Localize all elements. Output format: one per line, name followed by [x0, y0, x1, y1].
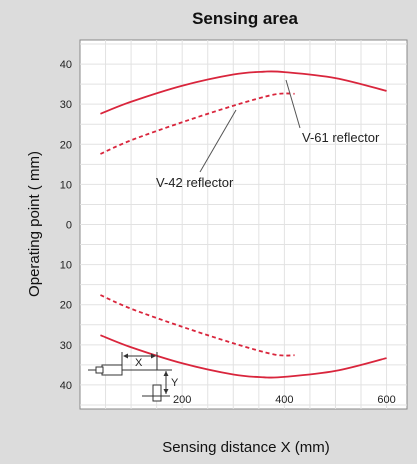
v42-leader-line — [199, 109, 237, 173]
v42-annotation-label: V-42 reflector — [156, 175, 234, 190]
inset-x-arrowhead-right — [151, 353, 156, 359]
tick-labels: 40 30 20 10 0 10 20 30 40 200 400 600 — [60, 59, 396, 406]
v-61-reflector-lower-curve — [100, 334, 387, 379]
v61-leader-line — [285, 79, 301, 129]
series-curves — [100, 70, 387, 379]
y-tick-label: 20 — [60, 300, 72, 312]
y-tick-label: 30 — [60, 340, 72, 352]
inset-y-arrowhead-top — [163, 371, 169, 376]
inset-x-label: X — [135, 357, 143, 369]
inset-y-arrowhead-bottom — [163, 389, 169, 394]
y-axis-label: Operating point ( mm) — [26, 151, 43, 297]
x-tick-label: 200 — [173, 394, 191, 406]
inset-x-arrowhead-left — [123, 353, 128, 359]
sensor-inset-diagram: X Y — [88, 352, 179, 402]
x-tick-label: 600 — [377, 394, 395, 406]
y-tick-label: 40 — [60, 59, 72, 71]
chart-title: Sensing area — [192, 9, 298, 28]
y-tick-label: 40 — [60, 380, 72, 392]
y-tick-label: 0 — [66, 220, 72, 232]
grid-lines — [80, 40, 407, 409]
v61-annotation-label: V-61 reflector — [302, 130, 380, 145]
reflector-icon — [152, 384, 162, 402]
v-42-reflector-upper-curve — [100, 92, 295, 155]
inset-y-label: Y — [171, 377, 179, 389]
sensor-lens-icon — [95, 366, 104, 374]
v-42-reflector-lower-curve — [100, 294, 295, 357]
y-tick-label: 30 — [60, 99, 72, 111]
sensor-body-icon — [101, 364, 123, 376]
x-axis-label: Sensing distance X (mm) — [162, 439, 330, 456]
x-tick-label: 400 — [275, 394, 293, 406]
y-tick-label: 20 — [60, 139, 72, 151]
v-61-reflector-upper-curve — [100, 70, 387, 115]
y-tick-label: 10 — [60, 260, 72, 272]
y-tick-label: 10 — [60, 179, 72, 191]
